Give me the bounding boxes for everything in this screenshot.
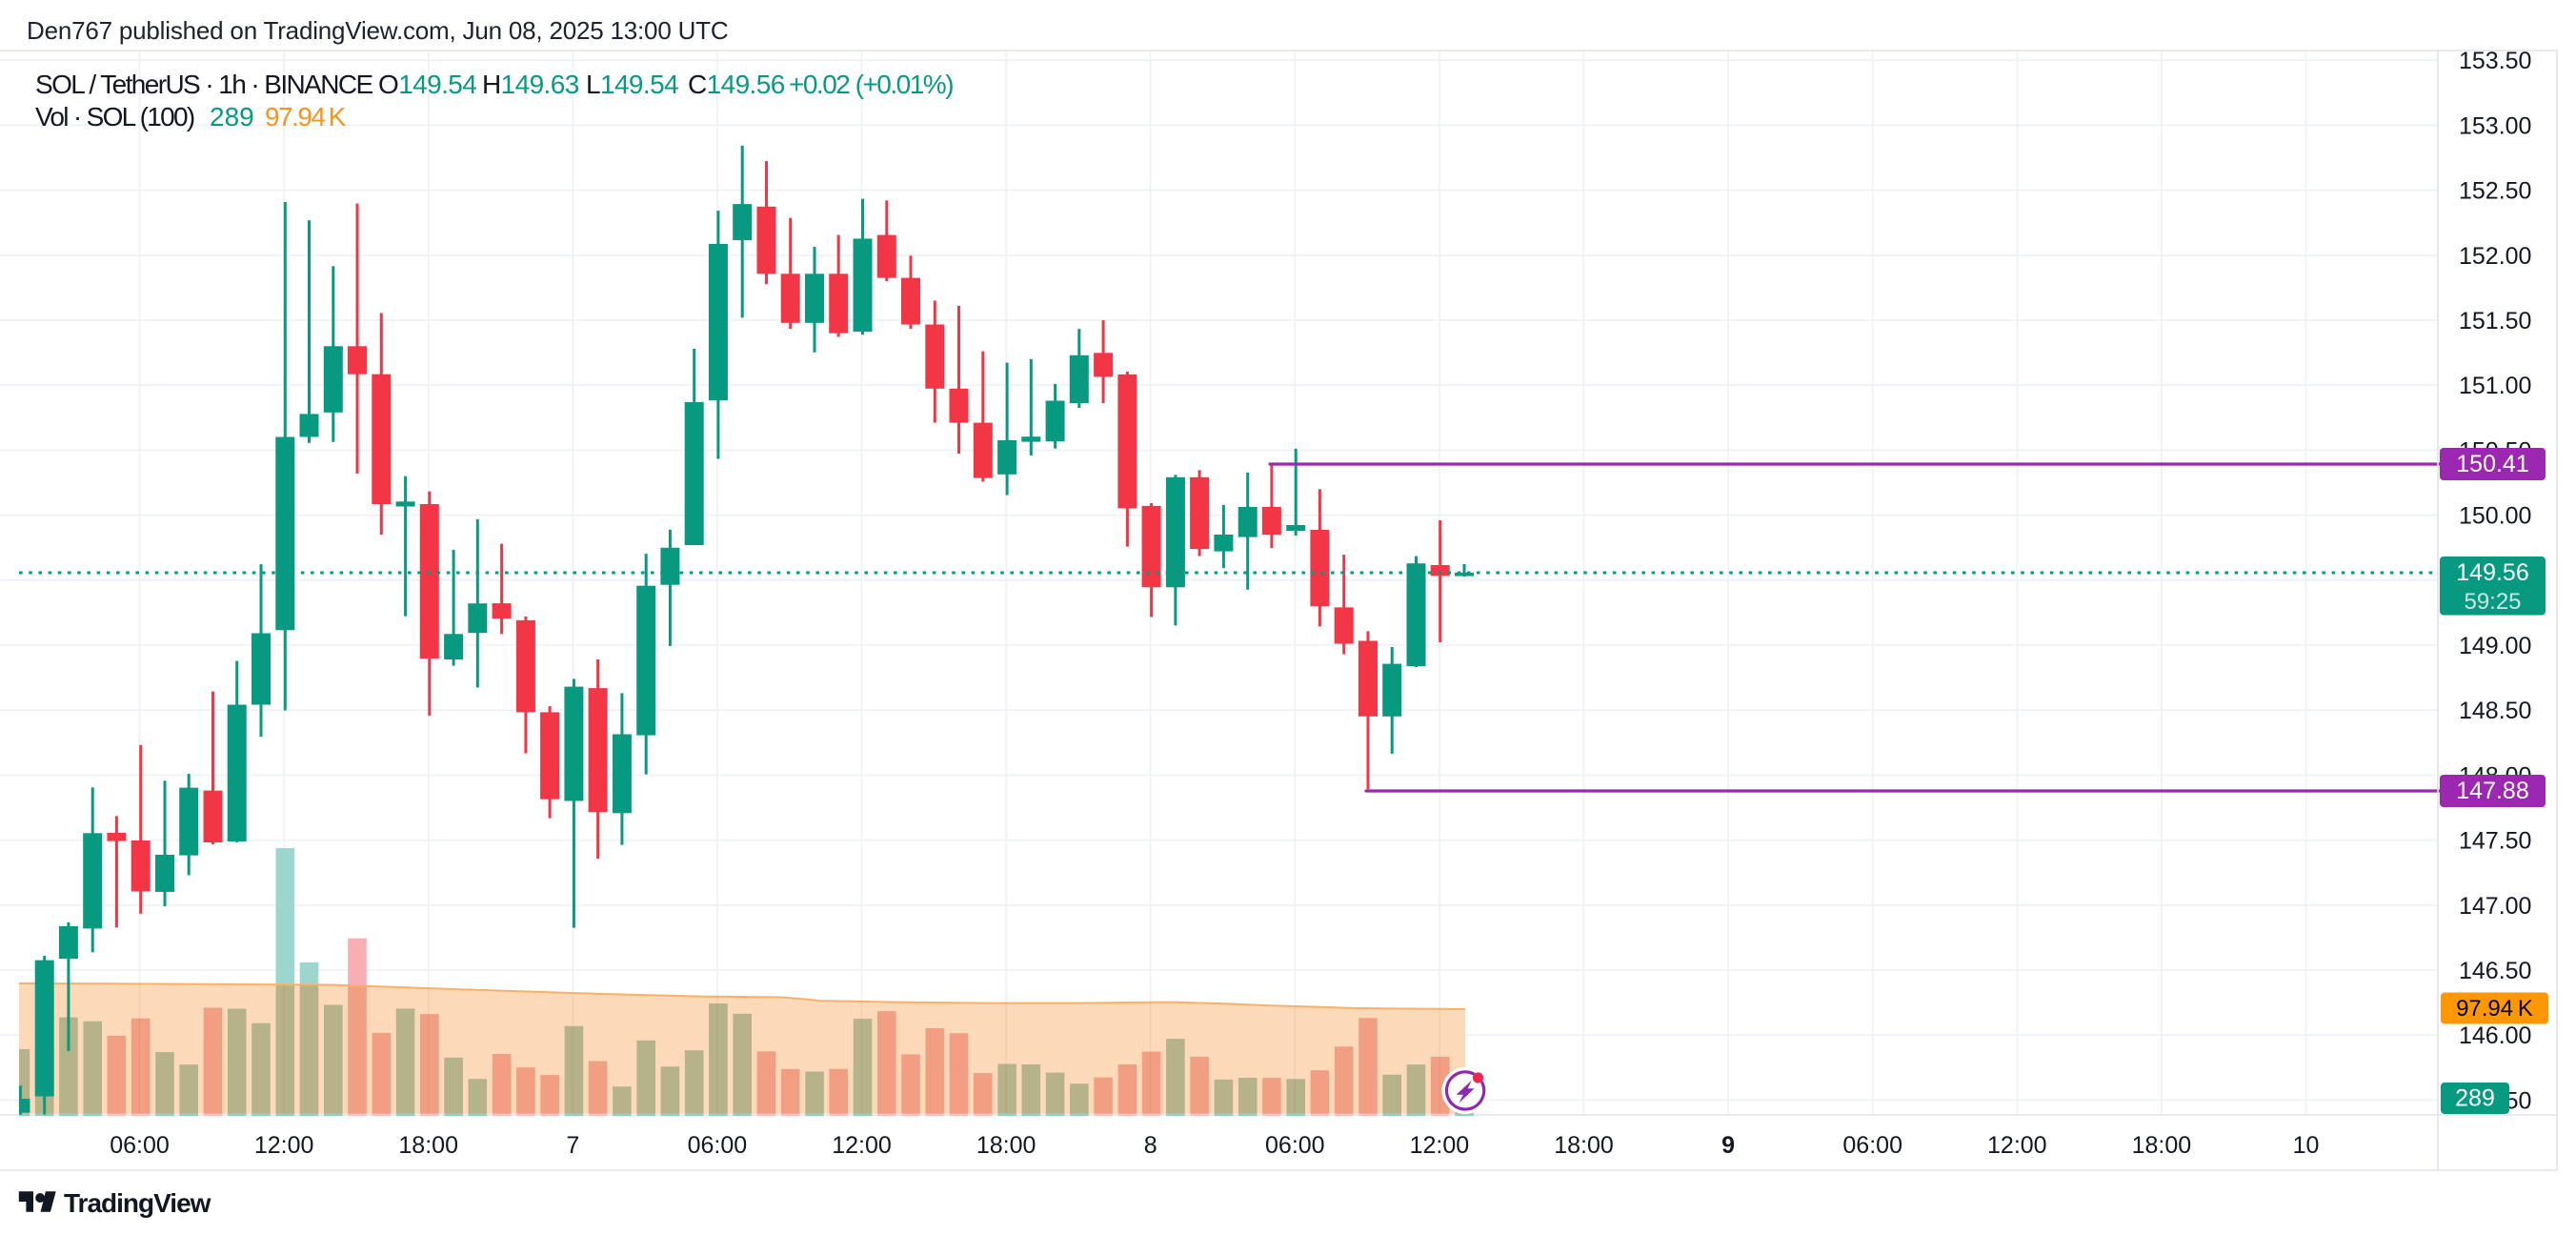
svg-text:147.00: 147.00 — [2459, 893, 2531, 920]
svg-text:SOL / TetherUS · 1h · BINANCE: SOL / TetherUS · 1h · BINANCE — [35, 70, 372, 99]
svg-text:06:00: 06:00 — [1842, 1132, 1902, 1159]
svg-text:C149.56: C149.56 — [688, 70, 785, 99]
svg-text:TradingView: TradingView — [64, 1188, 211, 1218]
svg-text:7: 7 — [566, 1132, 579, 1159]
svg-text:289: 289 — [2455, 1085, 2495, 1112]
svg-text:06:00: 06:00 — [110, 1132, 170, 1159]
svg-text:12:00: 12:00 — [832, 1132, 892, 1159]
svg-text:06:00: 06:00 — [1265, 1132, 1325, 1159]
svg-text:146.00: 146.00 — [2459, 1022, 2531, 1049]
svg-text:153.50: 153.50 — [2459, 48, 2531, 74]
svg-text:289: 289 — [210, 102, 254, 132]
svg-text:147.50: 147.50 — [2459, 828, 2531, 855]
svg-text:59:25: 59:25 — [2464, 589, 2521, 615]
svg-text:151.00: 151.00 — [2459, 373, 2531, 399]
svg-text:10: 10 — [2293, 1132, 2320, 1159]
svg-text:152.00: 152.00 — [2459, 243, 2531, 270]
svg-text:+0.02 (+0.01%): +0.02 (+0.01%) — [789, 70, 953, 99]
svg-text:12:00: 12:00 — [254, 1132, 314, 1159]
svg-text:147.88: 147.88 — [2456, 778, 2528, 804]
svg-text:150.00: 150.00 — [2459, 503, 2531, 530]
svg-text:18:00: 18:00 — [398, 1132, 458, 1159]
svg-text:O149.54: O149.54 — [378, 70, 476, 99]
svg-text:97.94 K: 97.94 K — [265, 102, 347, 132]
svg-text:H149.63: H149.63 — [482, 70, 579, 99]
svg-text:12:00: 12:00 — [1410, 1132, 1470, 1159]
svg-text:06:00: 06:00 — [688, 1132, 748, 1159]
svg-text:97.94 K: 97.94 K — [2456, 996, 2533, 1022]
svg-text:149.00: 149.00 — [2459, 633, 2531, 659]
svg-text:L149.54: L149.54 — [586, 70, 678, 99]
svg-text:8: 8 — [1144, 1132, 1157, 1159]
svg-text:146.50: 146.50 — [2459, 958, 2531, 984]
svg-text:153.00: 153.00 — [2459, 112, 2531, 139]
svg-text:18:00: 18:00 — [1554, 1132, 1614, 1159]
svg-text:Vol · SOL (100): Vol · SOL (100) — [35, 102, 194, 132]
svg-text:149.56: 149.56 — [2456, 559, 2528, 586]
svg-text:150.41: 150.41 — [2456, 451, 2528, 477]
svg-text:12:00: 12:00 — [1987, 1132, 2047, 1159]
svg-text:152.50: 152.50 — [2459, 178, 2531, 205]
svg-text:Den767 published on TradingVie: Den767 published on TradingView.com, Jun… — [27, 16, 728, 45]
svg-text:18:00: 18:00 — [2132, 1132, 2192, 1159]
svg-text:9: 9 — [1721, 1132, 1735, 1159]
svg-text:151.50: 151.50 — [2459, 308, 2531, 334]
svg-text:18:00: 18:00 — [976, 1132, 1036, 1159]
svg-text:148.50: 148.50 — [2459, 698, 2531, 724]
